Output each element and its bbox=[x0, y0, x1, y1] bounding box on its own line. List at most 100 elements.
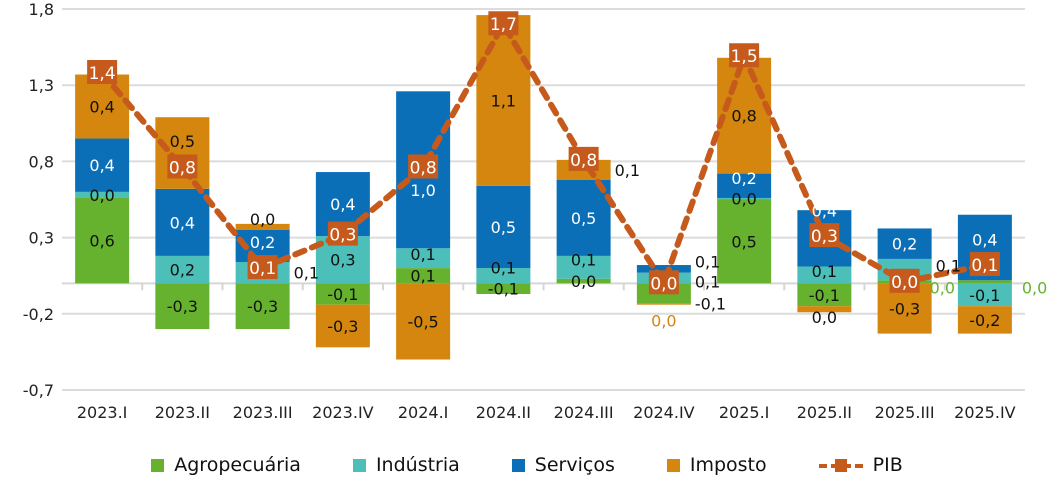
legend-swatch-industria bbox=[352, 458, 366, 472]
legend-swatch-agropecuaria bbox=[151, 458, 165, 472]
x-tick-label: 2024.II bbox=[476, 403, 531, 422]
data-label: -0,1 bbox=[809, 286, 840, 305]
pib-label: 1,7 bbox=[490, 15, 517, 35]
data-label: 0,1 bbox=[491, 259, 516, 278]
data-label: 0,0 bbox=[1022, 278, 1047, 297]
bar-segment-imposto bbox=[75, 74, 130, 139]
data-label: 0,4 bbox=[972, 231, 997, 250]
legend-swatch-servicos bbox=[511, 458, 525, 472]
x-tick-label: 2024.I bbox=[398, 403, 449, 422]
pib-marker bbox=[729, 43, 760, 68]
bar-segment-servicos bbox=[636, 265, 691, 273]
pib-label: 0,1 bbox=[249, 259, 276, 279]
bar-segment-agropecuaria bbox=[957, 280, 1012, 284]
data-label: -0,3 bbox=[247, 297, 278, 316]
y-tick-label: 0,3 bbox=[29, 229, 54, 248]
legend-item-pib: PIB bbox=[818, 454, 903, 476]
bar-segment-imposto bbox=[315, 304, 370, 348]
bar-segment-industria bbox=[155, 255, 210, 284]
bar-segment-agropecuaria bbox=[797, 283, 852, 307]
bar-segment-servicos bbox=[717, 173, 772, 198]
data-label: 0,5 bbox=[571, 209, 596, 228]
legend-item-agropecuaria: Agropecuária bbox=[151, 454, 301, 476]
data-label: -0,3 bbox=[327, 317, 358, 336]
pib-marker bbox=[969, 252, 1000, 277]
x-tick-label: 2023.III bbox=[233, 403, 293, 422]
pib-marker bbox=[568, 146, 599, 171]
pib-marker bbox=[648, 270, 679, 295]
legend-label: Agropecuária bbox=[174, 454, 301, 476]
y-tick-label: -0,7 bbox=[23, 381, 54, 400]
data-label: -0,5 bbox=[408, 312, 439, 331]
data-label: 0,0 bbox=[651, 312, 676, 331]
bar-segment-imposto bbox=[797, 306, 852, 313]
bar-segment-agropecuaria bbox=[315, 283, 370, 305]
pib-label: 1,4 bbox=[89, 64, 116, 84]
legend-item-industria: Indústria bbox=[352, 454, 460, 476]
bar-segment-imposto bbox=[717, 57, 772, 174]
data-label: 0,6 bbox=[89, 232, 114, 251]
pib-marker bbox=[87, 60, 118, 85]
data-label: 1,0 bbox=[410, 181, 435, 200]
pib-label: 0,0 bbox=[891, 273, 918, 293]
data-label: 0,4 bbox=[89, 98, 114, 117]
data-label: 0,2 bbox=[170, 261, 195, 280]
x-tick-label: 2023.I bbox=[77, 403, 128, 422]
data-label: 0,0 bbox=[571, 272, 596, 291]
bar-segment-servicos bbox=[877, 228, 932, 259]
bar-segment-agropecuaria bbox=[476, 283, 531, 294]
pib-label: 1,5 bbox=[731, 47, 758, 67]
legend-item-servicos: Serviços bbox=[511, 454, 615, 476]
data-label: 0,0 bbox=[812, 308, 837, 327]
legend-label: Serviços bbox=[534, 454, 615, 476]
data-label: 0,4 bbox=[89, 156, 114, 175]
legend-label: Indústria bbox=[375, 454, 460, 476]
bar-segment-agropecuaria bbox=[235, 283, 290, 330]
data-label: 0,1 bbox=[695, 252, 720, 271]
legend-item-imposto: Imposto bbox=[666, 454, 767, 476]
bar-segment-agropecuaria bbox=[155, 283, 210, 330]
data-label: 0,5 bbox=[731, 232, 756, 251]
bar-segment-industria bbox=[75, 191, 130, 198]
pib-marker bbox=[167, 154, 198, 179]
x-tick-label: 2024.III bbox=[554, 403, 614, 422]
data-label: 0,4 bbox=[170, 213, 195, 232]
bar-segment-imposto bbox=[476, 15, 531, 186]
data-label: 0,5 bbox=[491, 218, 516, 237]
data-label: 0,1 bbox=[410, 245, 435, 264]
bar-segment-industria bbox=[717, 197, 772, 200]
x-tick-label: 2025.II bbox=[797, 403, 852, 422]
pib-label: 0,8 bbox=[169, 158, 196, 178]
data-label: 0,2 bbox=[250, 233, 275, 252]
data-label: 0,1 bbox=[410, 267, 435, 286]
data-label: -0,1 bbox=[488, 280, 519, 299]
x-tick-label: 2025.III bbox=[875, 403, 935, 422]
data-label: 0,1 bbox=[615, 161, 640, 180]
pib-label: 0,8 bbox=[410, 158, 437, 178]
pib-marker bbox=[408, 154, 439, 179]
data-label: -0,1 bbox=[327, 285, 358, 304]
bar-segment-agropecuaria bbox=[556, 278, 611, 284]
data-label: 0,1 bbox=[695, 272, 720, 291]
data-label: 0,4 bbox=[812, 201, 837, 220]
data-label: 0,1 bbox=[936, 256, 961, 275]
y-tick-label: 1,3 bbox=[29, 76, 54, 95]
bar-segment-industria bbox=[396, 248, 451, 269]
y-tick-label: -0,2 bbox=[23, 305, 54, 324]
legend-swatch-pib bbox=[818, 458, 863, 472]
legend-swatch-imposto bbox=[666, 458, 680, 472]
pib-label: 0,8 bbox=[570, 151, 597, 171]
data-label: 0,5 bbox=[170, 132, 195, 151]
x-tick-label: 2023.II bbox=[155, 403, 210, 422]
bar-segment-industria bbox=[957, 283, 1012, 307]
data-label: -0,2 bbox=[969, 311, 1000, 330]
data-label: 0,1 bbox=[571, 250, 596, 269]
pib-label: 0,0 bbox=[650, 274, 677, 294]
bar-segment-imposto bbox=[235, 223, 290, 230]
pib-marker bbox=[247, 255, 278, 280]
data-label: 0,1 bbox=[812, 262, 837, 281]
y-tick-label: 0,8 bbox=[29, 152, 54, 171]
legend-label: Imposto bbox=[689, 454, 767, 476]
data-label: 0,2 bbox=[892, 235, 917, 254]
pib-marker bbox=[488, 11, 519, 36]
